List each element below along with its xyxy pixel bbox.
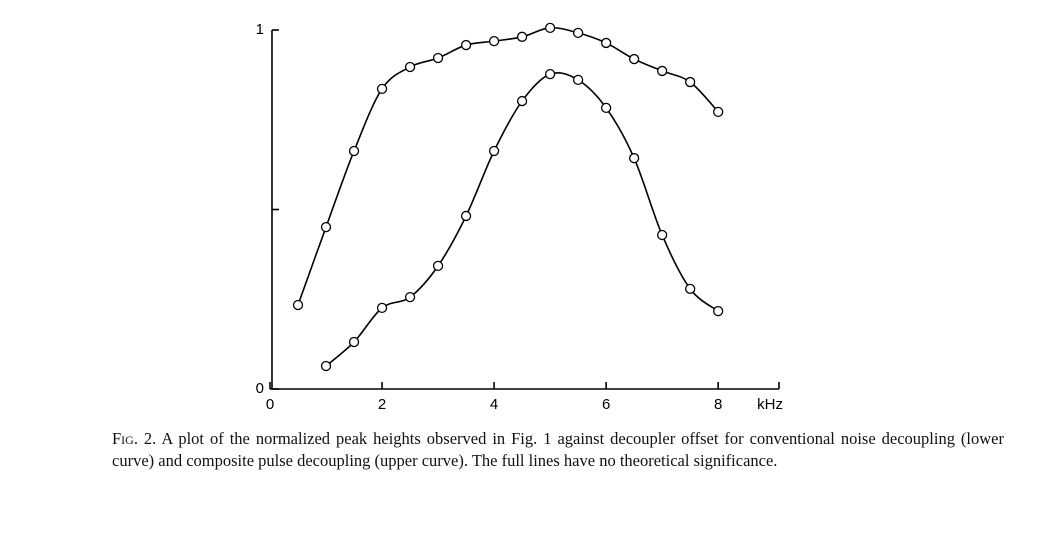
data-point	[572, 27, 584, 39]
y-tick-label: 0	[256, 380, 264, 397]
data-point	[516, 95, 528, 107]
x-tick-label: 8	[714, 396, 722, 413]
data-point	[460, 39, 472, 51]
data-point	[685, 76, 696, 88]
data-point	[432, 52, 444, 64]
data-point	[376, 83, 388, 95]
data-point	[713, 106, 724, 118]
y-tick-label: 1	[256, 21, 264, 38]
data-point	[488, 35, 500, 47]
curve	[325, 71, 719, 367]
data-point	[432, 260, 444, 272]
caption: Fig. 2. A plot of the normalized peak he…	[112, 428, 1004, 472]
data-point	[320, 221, 332, 233]
data-point	[348, 145, 360, 157]
data-point	[460, 210, 472, 222]
data-point	[292, 299, 304, 311]
data-point	[713, 305, 724, 317]
x-tick-label: 4	[490, 396, 498, 413]
x-tick-label: 2	[378, 396, 386, 413]
data-point	[516, 31, 528, 42]
data-point	[657, 65, 668, 77]
data-point	[404, 291, 416, 303]
data-point	[320, 360, 332, 372]
x-axis-label: kHz	[757, 396, 783, 413]
data-point	[628, 153, 640, 164]
data-point	[376, 302, 388, 314]
curve	[297, 26, 719, 306]
caption-label: Fig. 2.	[112, 429, 157, 448]
caption-text: A plot of the normalized peak heights ob…	[112, 429, 1004, 470]
data-point	[572, 74, 584, 86]
data-point	[600, 102, 612, 114]
data-point	[657, 229, 668, 241]
x-tick-label: 0	[266, 396, 274, 413]
data-point	[600, 37, 612, 49]
data-point	[544, 22, 556, 33]
data-point	[628, 53, 640, 65]
data-point	[348, 336, 360, 348]
x-tick-label: 6	[602, 396, 610, 413]
data-point	[544, 69, 556, 80]
data-point	[685, 283, 696, 294]
data-point	[404, 61, 416, 73]
data-point	[488, 145, 500, 157]
chart: 0 1 0 2 4 6 8 kHz	[256, 21, 783, 413]
